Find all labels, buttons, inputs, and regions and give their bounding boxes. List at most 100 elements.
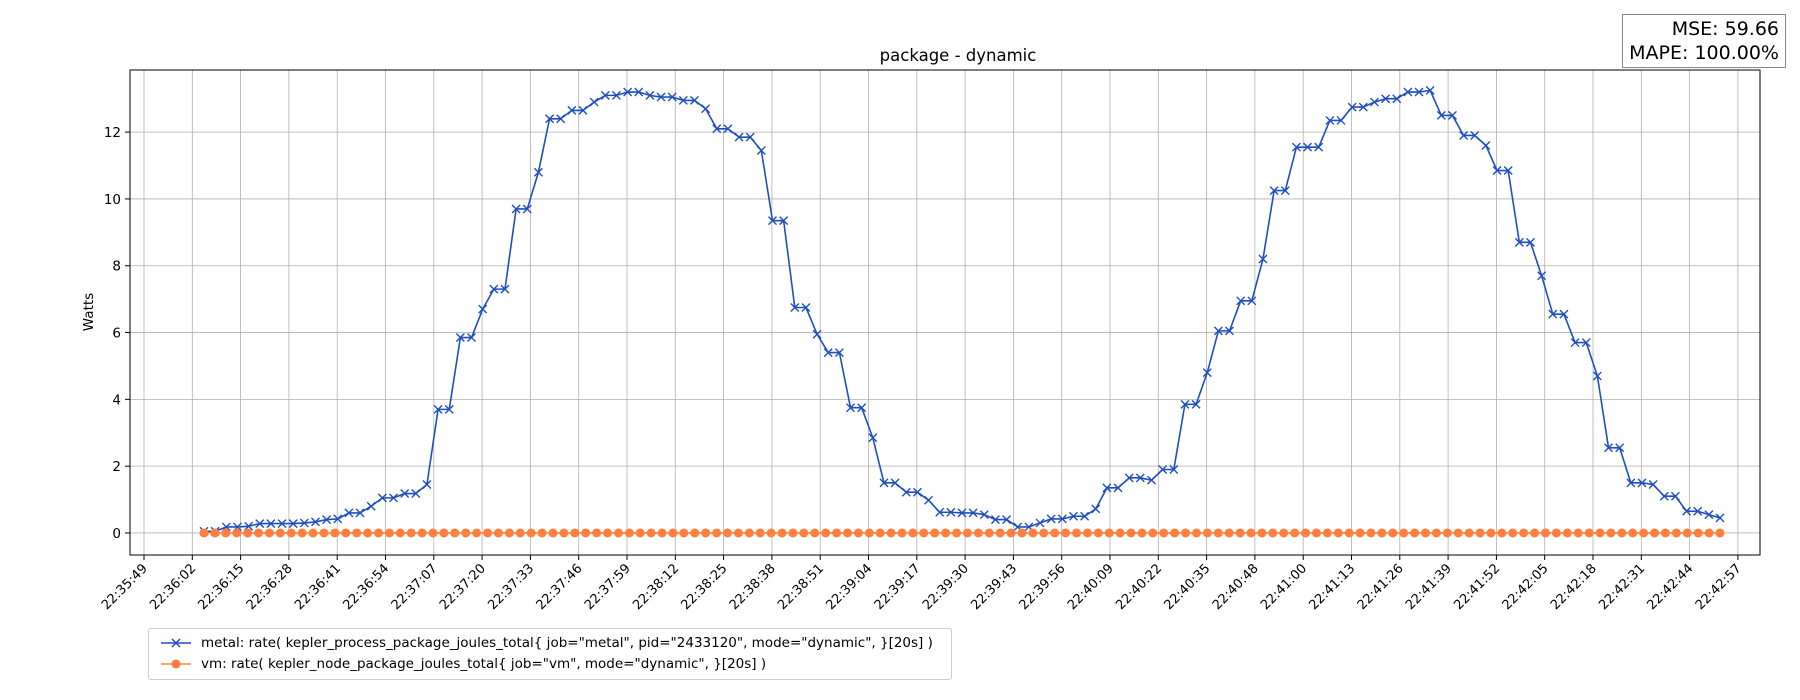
data-point-metal: [1459, 130, 1469, 140]
x-tick-label: 22:40:35: [1162, 561, 1214, 613]
data-point-vm: [1006, 528, 1016, 538]
data-point-vm: [483, 528, 493, 538]
data-point-vm: [1530, 528, 1540, 538]
data-point-metal: [1035, 518, 1045, 528]
data-point-metal: [1514, 237, 1524, 247]
data-point-vm: [1617, 528, 1627, 538]
data-point-metal: [411, 489, 421, 499]
data-point-vm: [788, 528, 798, 538]
data-point-metal: [1135, 473, 1145, 483]
data-point-metal: [366, 501, 376, 511]
data-point-metal: [1670, 491, 1680, 501]
axes: 22:35:4922:36:0222:36:1522:36:2822:36:41…: [99, 125, 1745, 613]
data-point-vm: [875, 528, 885, 538]
data-point-vm: [1464, 528, 1474, 538]
x-tick-label: 22:37:46: [534, 561, 586, 613]
data-point-metal: [701, 104, 711, 114]
data-point-vm: [1093, 528, 1103, 538]
data-point-metal: [1492, 166, 1502, 176]
data-point-metal: [389, 493, 398, 503]
data-point-vm: [995, 528, 1005, 538]
data-point-metal: [1247, 296, 1257, 306]
x-tick-label: 22:41:39: [1403, 561, 1455, 613]
data-point-vm: [603, 528, 613, 538]
data-point-metal: [990, 515, 1000, 525]
data-point-metal: [1169, 464, 1179, 474]
data-point-vm: [1551, 528, 1561, 538]
data-point-metal: [322, 515, 332, 525]
data-point-metal: [1403, 87, 1413, 97]
data-point-metal: [912, 487, 922, 497]
data-point-metal: [1347, 102, 1357, 112]
data-point-metal: [1537, 271, 1547, 281]
data-point-metal: [623, 87, 633, 97]
data-point-vm: [1410, 528, 1420, 538]
data-point-vm: [1595, 528, 1605, 538]
x-tick-label: 22:41:13: [1306, 561, 1358, 613]
data-point-metal: [600, 90, 610, 100]
x-tick-label: 22:41:52: [1451, 561, 1503, 613]
data-point-metal: [1447, 110, 1457, 120]
data-point-vm: [450, 528, 460, 538]
data-point-metal: [1381, 94, 1391, 104]
data-point-vm: [1377, 528, 1387, 538]
data-point-vm: [941, 528, 951, 538]
x-tick-label: 22:41:26: [1355, 561, 1407, 613]
data-point-metal: [1615, 443, 1625, 453]
data-point-vm: [897, 528, 907, 538]
data-point-vm: [657, 528, 667, 538]
data-point-vm: [461, 528, 471, 538]
data-point-metal: [1225, 326, 1235, 336]
data-point-vm: [1017, 528, 1027, 538]
data-point-vm: [864, 528, 874, 538]
data-point-vm: [363, 528, 373, 538]
data-point-metal: [288, 519, 298, 529]
data-point-metal: [589, 97, 599, 107]
x-tick-label: 22:41:00: [1258, 561, 1310, 613]
data-point-vm: [1421, 528, 1431, 538]
data-point-metal: [277, 519, 287, 529]
data-point-vm: [1431, 528, 1441, 538]
data-point-metal: [1704, 510, 1714, 520]
data-point-vm: [733, 528, 743, 538]
data-point-metal: [1202, 368, 1212, 378]
data-point-vm: [701, 528, 711, 538]
x-tick-label: 22:40:09: [1065, 561, 1117, 613]
data-point-metal: [790, 302, 800, 312]
data-point-metal: [1526, 237, 1535, 247]
data-point-vm: [1453, 528, 1463, 538]
x-tick-label: 22:36:28: [244, 561, 296, 613]
data-point-vm: [526, 528, 536, 538]
data-point-metal: [756, 146, 766, 155]
data-point-metal: [578, 105, 588, 115]
data-point-metal: [556, 114, 566, 124]
data-point-vm: [1584, 528, 1594, 538]
data-point-vm: [690, 528, 700, 538]
data-point-metal: [1113, 483, 1123, 493]
data-point-vm: [286, 528, 296, 538]
data-point-metal: [299, 518, 309, 528]
data-point-metal: [1124, 473, 1134, 483]
data-point-vm: [1693, 528, 1703, 538]
data-point-metal: [1080, 511, 1090, 521]
legend-marker-circle-icon: [161, 659, 191, 669]
data-point-metal: [545, 114, 555, 124]
data-point-metal: [1436, 110, 1446, 120]
data-point-vm: [1486, 528, 1496, 538]
data-point-metal: [812, 329, 822, 339]
data-point-metal: [1648, 480, 1658, 490]
data-point-vm: [1268, 528, 1278, 538]
data-point-metal: [344, 508, 354, 518]
data-point-vm: [1039, 528, 1049, 538]
data-point-metal: [467, 333, 477, 343]
x-tick-label: 22:37:33: [485, 561, 537, 613]
data-point-metal: [1068, 511, 1078, 521]
data-point-vm: [1191, 528, 1201, 538]
x-tick-label: 22:42:57: [1693, 561, 1745, 613]
data-point-vm: [1628, 528, 1638, 538]
data-point-metal: [310, 517, 320, 527]
data-point-vm: [810, 528, 820, 538]
data-point-metal: [1336, 115, 1346, 125]
data-point-metal: [779, 216, 789, 226]
